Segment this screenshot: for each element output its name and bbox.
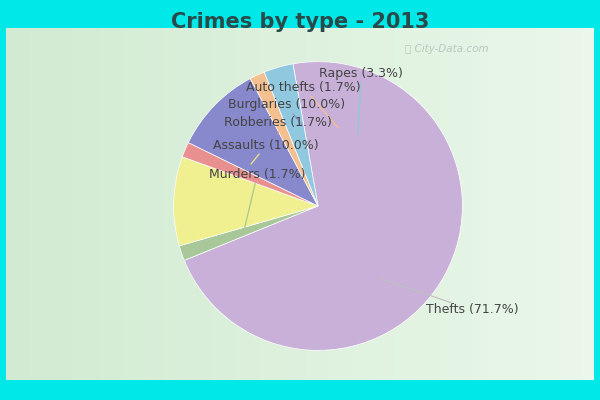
Wedge shape [250,72,318,206]
Wedge shape [179,206,318,260]
Text: Rapes (3.3%): Rapes (3.3%) [319,67,403,134]
Text: Auto thefts (1.7%): Auto thefts (1.7%) [246,81,361,128]
Text: Assaults (10.0%): Assaults (10.0%) [213,139,319,164]
Text: Murders (1.7%): Murders (1.7%) [209,168,305,230]
Text: Thefts (71.7%): Thefts (71.7%) [381,279,519,316]
Wedge shape [184,62,463,350]
Wedge shape [173,157,318,246]
Wedge shape [264,64,318,206]
Text: Robberies (1.7%): Robberies (1.7%) [224,116,332,134]
Text: Burglaries (10.0%): Burglaries (10.0%) [227,98,345,126]
Text: ⓘ City-Data.com: ⓘ City-Data.com [405,44,488,54]
Wedge shape [182,142,318,206]
Text: Crimes by type - 2013: Crimes by type - 2013 [171,12,429,32]
Wedge shape [188,78,318,206]
